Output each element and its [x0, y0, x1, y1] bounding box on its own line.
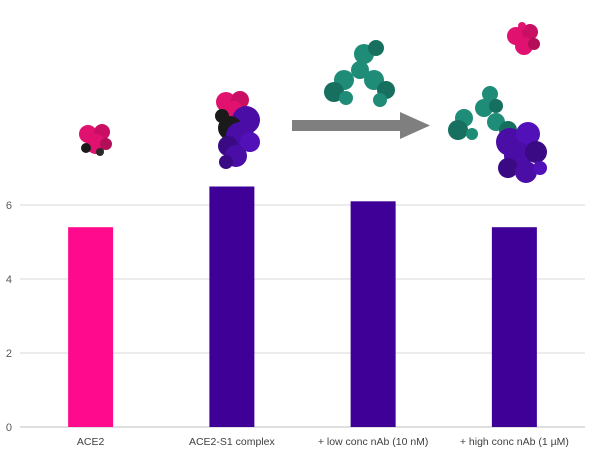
y-tick-label: 6: [6, 200, 12, 212]
bars: [68, 186, 537, 427]
bar: [350, 201, 396, 427]
ace2-protein-icon: [507, 22, 540, 55]
bar: [209, 186, 255, 427]
y-tick-label: 2: [6, 348, 12, 360]
antibody-s1-complex-icon: [448, 86, 547, 183]
y-tick-label: 4: [6, 274, 12, 286]
x-category-label: + high conc nAb (1 µM): [460, 436, 569, 448]
x-category-label: ACE2: [77, 436, 105, 448]
antibody-icon: [324, 40, 395, 107]
ace2-protein-icon: [79, 124, 112, 156]
ace2-s1-complex-icon: [215, 91, 260, 169]
arrow-right-icon: [292, 112, 430, 139]
x-category-label: + low conc nAb (10 nM): [318, 436, 429, 448]
bar: [68, 227, 114, 427]
y-axis-ticks: 0 2 4 6: [6, 200, 12, 434]
bar: [491, 227, 537, 427]
x-axis-categories: ACE2 ACE2-S1 complex + low conc nAb (10 nM…: [77, 436, 569, 448]
x-category-label: ACE2-S1 complex: [189, 436, 276, 448]
gridlines: [20, 204, 585, 428]
y-tick-label: 0: [6, 422, 12, 434]
